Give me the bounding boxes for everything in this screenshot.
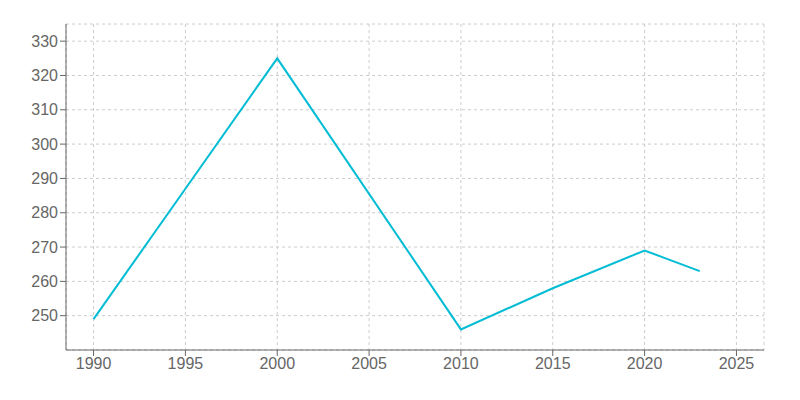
svg-text:2000: 2000 <box>259 355 295 372</box>
svg-text:2020: 2020 <box>627 355 663 372</box>
svg-text:1990: 1990 <box>76 355 112 372</box>
svg-text:2025: 2025 <box>719 355 755 372</box>
svg-text:250: 250 <box>31 307 58 324</box>
svg-text:1995: 1995 <box>168 355 204 372</box>
svg-text:280: 280 <box>31 204 58 221</box>
svg-text:330: 330 <box>31 33 58 50</box>
svg-text:2015: 2015 <box>535 355 571 372</box>
svg-text:320: 320 <box>31 67 58 84</box>
svg-text:2005: 2005 <box>351 355 387 372</box>
svg-text:260: 260 <box>31 273 58 290</box>
svg-text:270: 270 <box>31 239 58 256</box>
svg-text:300: 300 <box>31 136 58 153</box>
svg-text:290: 290 <box>31 170 58 187</box>
svg-text:2010: 2010 <box>443 355 479 372</box>
svg-text:310: 310 <box>31 101 58 118</box>
